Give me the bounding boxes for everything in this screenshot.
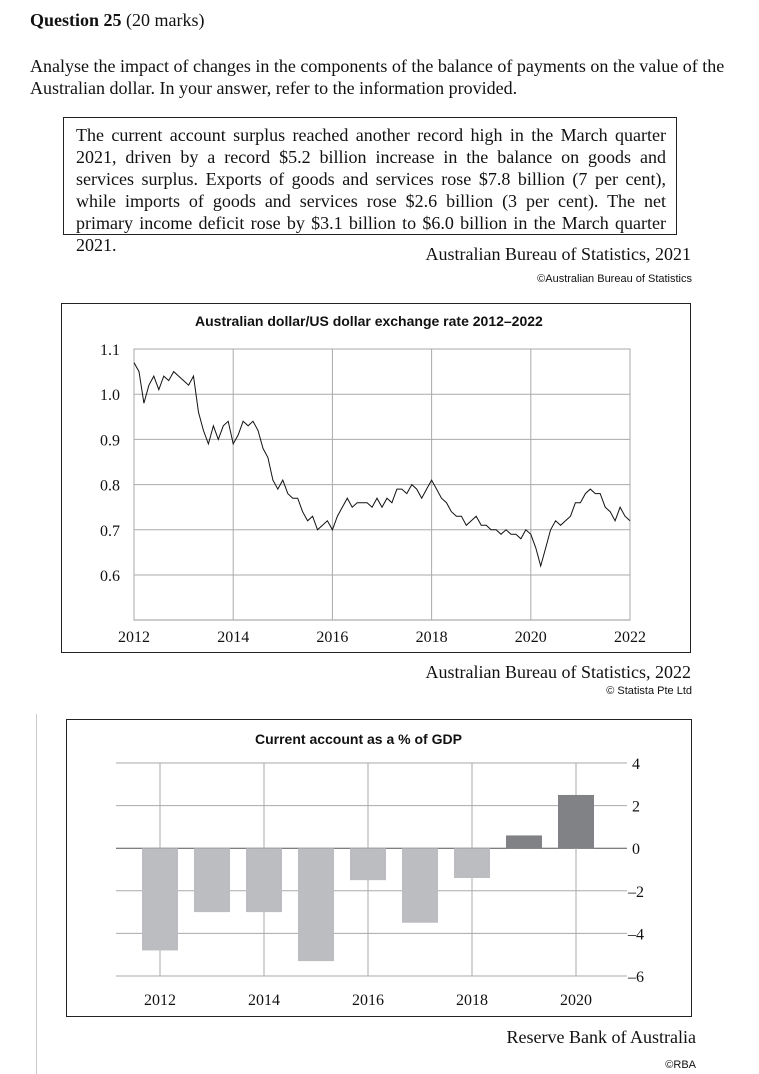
exchange-rate-copyright: © Statista Pte Ltd <box>606 685 692 697</box>
current-account-title: Current account as a % of GDP <box>255 731 462 747</box>
extract-source: Australian Bureau of Statistics, 2021 <box>425 244 691 264</box>
page-edge-divider <box>36 714 37 1074</box>
exchange-rate-title: Australian dollar/US dollar exchange rat… <box>195 313 543 329</box>
exchange-rate-panel <box>61 303 691 653</box>
extract-box: The current account surplus reached anot… <box>63 117 677 255</box>
question-heading: Question 25 (20 marks) <box>30 10 205 31</box>
extract-text: The current account surplus reached anot… <box>76 125 666 255</box>
exchange-rate-source: Australian Bureau of Statistics, 2022 <box>425 662 691 682</box>
current-account-source: Reserve Bank of Australia <box>506 1027 696 1047</box>
question-number: Question 25 <box>30 10 122 30</box>
extract-copyright: ©Australian Bureau of Statistics <box>537 273 692 285</box>
question-marks: (20 marks) <box>126 10 205 30</box>
current-account-panel <box>66 719 692 1017</box>
current-account-copyright: ©RBA <box>665 1059 696 1071</box>
question-prompt: Analyse the impact of changes in the com… <box>30 56 725 98</box>
